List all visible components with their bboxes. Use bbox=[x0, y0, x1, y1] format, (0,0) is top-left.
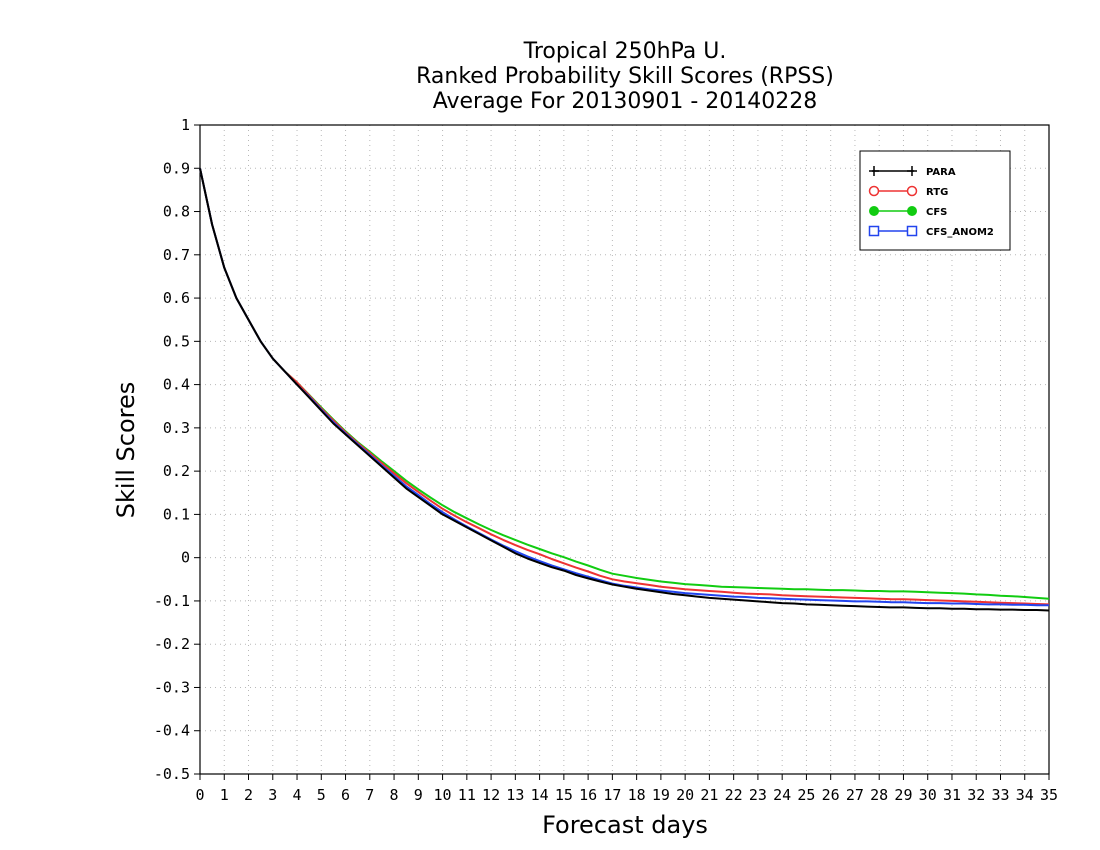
x-tick-label: 17 bbox=[603, 786, 621, 804]
chart-title: Tropical 250hPa U. Ranked Probability Sk… bbox=[416, 39, 834, 114]
y-tick-label: 0.5 bbox=[163, 332, 190, 350]
y-tick-label: -0.2 bbox=[154, 635, 190, 653]
y-tick-label: -0.4 bbox=[154, 722, 190, 740]
legend-marker-open-square bbox=[906, 225, 918, 237]
y-axis-label: Skill Scores bbox=[112, 382, 140, 519]
chart-title-line-3: Average For 20130901 - 20140228 bbox=[433, 89, 818, 114]
legend-entry-cfs: CFS bbox=[869, 206, 947, 218]
x-tick-label: 19 bbox=[652, 786, 670, 804]
y-tick-label: 0.6 bbox=[163, 289, 190, 307]
x-tick-label: 15 bbox=[555, 786, 573, 804]
x-tick-labels: 0 1 2 3 4 5 6 7 8 9 10 11 12 13 14 15 16 17 18 19 20 21 22 23 24… bbox=[195, 786, 1058, 804]
legend-marker-filled-circle bbox=[869, 206, 879, 216]
grid-lines bbox=[200, 125, 1049, 774]
x-tick-label: 4 bbox=[293, 786, 302, 804]
x-tick-label: 33 bbox=[991, 786, 1009, 804]
x-tick-label: 32 bbox=[967, 786, 985, 804]
legend-label: CFS_ANOM2 bbox=[926, 227, 994, 238]
legend-entry-cfs-anom2: CFS_ANOM2 bbox=[868, 225, 994, 238]
x-tick-label: 0 bbox=[195, 786, 204, 804]
chart-title-line-2: Ranked Probability Skill Scores (RPSS) bbox=[416, 64, 834, 89]
y-tick-label: -0.5 bbox=[154, 765, 190, 783]
plot-frame bbox=[199, 124, 1050, 775]
x-tick-label: 22 bbox=[725, 786, 743, 804]
legend: PARA RTG CFS CFS_ANOM2 bbox=[859, 150, 1011, 251]
axis-ticks bbox=[194, 124, 1050, 780]
x-tick-label: 29 bbox=[894, 786, 912, 804]
y-tick-label: 0.1 bbox=[163, 505, 190, 523]
x-tick-label: 14 bbox=[531, 786, 549, 804]
x-axis-label: Forecast days bbox=[542, 811, 708, 839]
y-tick-label: 0.4 bbox=[163, 376, 190, 394]
x-tick-label: 24 bbox=[773, 786, 791, 804]
x-tick-label: 28 bbox=[870, 786, 888, 804]
x-tick-label: 8 bbox=[390, 786, 399, 804]
x-tick-label: 13 bbox=[506, 786, 524, 804]
x-tick-label: 6 bbox=[341, 786, 350, 804]
y-tick-label: 0.7 bbox=[163, 246, 190, 264]
x-tick-label: 35 bbox=[1040, 786, 1058, 804]
legend-entry-para: PARA bbox=[869, 166, 956, 178]
y-tick-label: -0.1 bbox=[154, 592, 190, 610]
x-tick-label: 16 bbox=[579, 786, 597, 804]
series-line-para bbox=[199, 168, 1050, 612]
x-tick-label: 5 bbox=[317, 786, 326, 804]
legend-label: RTG bbox=[926, 187, 948, 198]
y-tick-label: 0 bbox=[181, 549, 190, 567]
x-tick-label: 26 bbox=[822, 786, 840, 804]
y-tick-labels: -0.5 -0.4 -0.3 -0.2 -0.1 0 0.1 0.2 0.3 0.4 0.5 0.6 0… bbox=[154, 116, 190, 783]
x-tick-label: 30 bbox=[919, 786, 937, 804]
x-tick-label: 12 bbox=[482, 786, 500, 804]
legend-marker-plus bbox=[907, 166, 917, 176]
x-tick-label: 25 bbox=[797, 786, 815, 804]
y-tick-label: 0.2 bbox=[163, 462, 190, 480]
x-tick-label: 9 bbox=[414, 786, 423, 804]
legend-marker-plus bbox=[869, 166, 879, 176]
legend-marker-open-circle bbox=[868, 185, 880, 197]
legend-label: PARA bbox=[926, 167, 956, 178]
legend-marker-filled-circle bbox=[907, 206, 917, 216]
x-tick-label: 23 bbox=[749, 786, 767, 804]
x-tick-label: 7 bbox=[365, 786, 374, 804]
x-tick-label: 34 bbox=[1016, 786, 1034, 804]
legend-label: CFS bbox=[926, 207, 947, 218]
y-tick-label: 0.3 bbox=[163, 419, 190, 437]
x-tick-label: 31 bbox=[943, 786, 961, 804]
y-tick-label: 1 bbox=[181, 116, 190, 134]
x-tick-label: 18 bbox=[628, 786, 646, 804]
chart-title-line-1: Tropical 250hPa U. bbox=[523, 39, 727, 64]
legend-marker-open-circle bbox=[906, 185, 918, 197]
y-tick-label: 0.9 bbox=[163, 159, 190, 177]
legend-entry-rtg: RTG bbox=[868, 185, 948, 198]
x-tick-label: 2 bbox=[244, 786, 253, 804]
x-tick-label: 1 bbox=[220, 786, 229, 804]
legend-marker-open-square bbox=[868, 225, 880, 237]
y-tick-label: 0.8 bbox=[163, 203, 190, 221]
x-tick-label: 3 bbox=[268, 786, 277, 804]
series-lines bbox=[199, 168, 1050, 612]
legend-box bbox=[859, 150, 1011, 251]
x-tick-label: 10 bbox=[434, 786, 452, 804]
x-tick-label: 20 bbox=[676, 786, 694, 804]
legend-entries: PARA RTG CFS CFS_ANOM2 bbox=[868, 166, 994, 238]
x-tick-label: 27 bbox=[846, 786, 864, 804]
x-tick-label: 21 bbox=[700, 786, 718, 804]
y-tick-label: -0.3 bbox=[154, 678, 190, 696]
series-line-rtg bbox=[199, 168, 1050, 606]
x-tick-label: 11 bbox=[458, 786, 476, 804]
